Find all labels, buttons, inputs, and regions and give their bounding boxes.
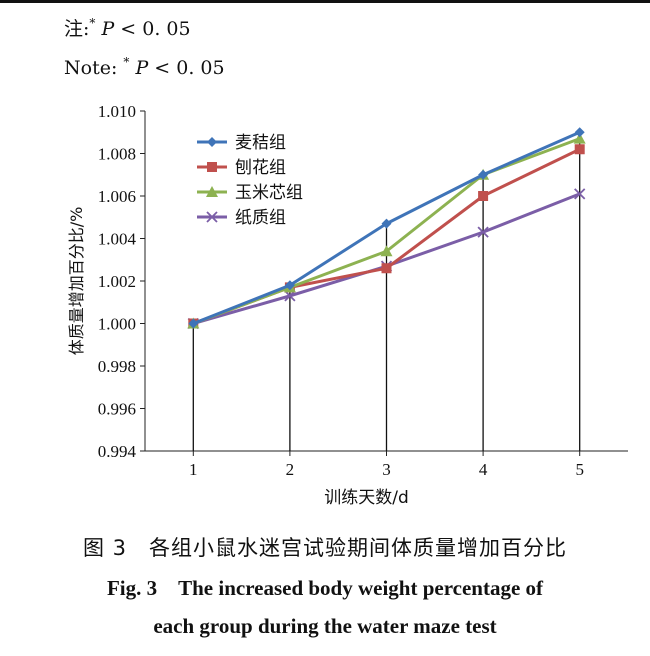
figure-caption-english-line2: each group during the water maze test <box>153 614 497 638</box>
note-chinese: 注:* P < 0. 05 <box>64 14 191 41</box>
note-english: Note: * P < 0. 05 <box>64 55 225 79</box>
legend-marker <box>206 211 218 223</box>
x-tick-label: 1 <box>189 460 198 479</box>
data-point-1 <box>574 127 585 138</box>
note-cn-star: * <box>89 16 96 30</box>
data-point-2 <box>381 263 392 274</box>
legend-label: 玉米芯组 <box>235 183 303 203</box>
figure-caption-english-line1: Fig. 3 The increased body weight percent… <box>106 576 544 600</box>
x-tick-label: 4 <box>479 460 488 479</box>
data-point-2 <box>478 191 489 201</box>
y-tick-label: 1.010 <box>98 102 136 121</box>
note-en-star: * <box>123 55 130 69</box>
note-en-prefix: Note: <box>64 57 118 79</box>
note-en-rest: < 0. 05 <box>148 57 225 79</box>
x-axis-title: 训练天数/d <box>324 488 409 508</box>
data-point-3 <box>573 132 586 144</box>
y-tick-label: 1.000 <box>98 315 136 334</box>
y-tick-label: 1.002 <box>98 272 136 291</box>
y-tick-label: 1.006 <box>98 187 136 206</box>
figure-caption-chinese: 图 3 各组小鼠水迷宫试验期间体质量增加百分比 <box>82 536 568 560</box>
note-cn-rest: < 0. 05 <box>114 18 191 40</box>
data-point-4 <box>477 226 489 238</box>
note-cn-p: P <box>101 18 115 40</box>
y-tick-label: 0.996 <box>98 400 136 419</box>
x-tick-label: 3 <box>382 460 391 479</box>
y-tick-label: 0.994 <box>98 442 137 461</box>
data-point-3 <box>380 245 393 257</box>
data-point-1 <box>188 318 199 329</box>
y-tick-label: 1.004 <box>98 230 137 249</box>
legend-label: 麦秸组 <box>235 133 286 153</box>
x-tick-label: 2 <box>286 460 295 479</box>
legend-label: 刨花组 <box>235 158 286 178</box>
top-rule <box>0 0 650 3</box>
line-chart: 0.994 0.996 0.998 1.000 1.002 1.004 1.006 1.008… <box>67 102 628 508</box>
data-point-4 <box>574 188 586 200</box>
legend-marker <box>207 137 217 147</box>
data-point-4 <box>284 290 296 302</box>
data-point-1 <box>284 280 295 291</box>
x-tick-label: 5 <box>575 460 584 479</box>
note-cn-prefix: 注: <box>64 18 90 40</box>
legend-marker <box>206 186 218 197</box>
legend-label: 纸质组 <box>235 208 286 228</box>
y-tick-label: 1.008 <box>98 145 136 164</box>
data-point-2 <box>574 144 585 155</box>
legend-marker <box>207 162 217 172</box>
y-tick-label: 0.998 <box>98 357 136 376</box>
note-en-p: P <box>135 57 149 79</box>
data-point-1 <box>381 218 392 229</box>
data-point-1 <box>478 169 489 180</box>
y-axis-title: 体质量增加百分比/% <box>67 207 86 356</box>
